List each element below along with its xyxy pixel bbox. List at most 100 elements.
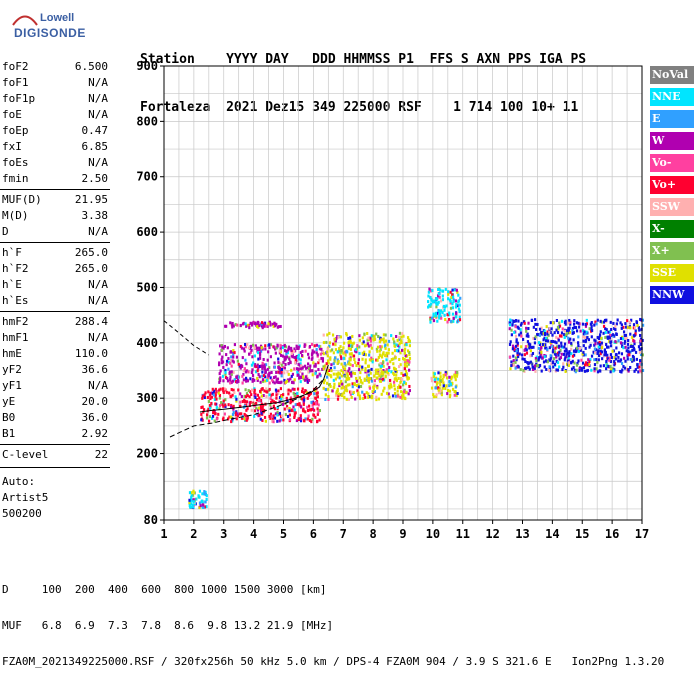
ionogram-echo	[525, 348, 528, 352]
ionogram-echo	[532, 345, 535, 349]
ionogram-echo	[577, 335, 580, 339]
ionogram-echo	[361, 381, 364, 385]
param-value: N/A	[88, 331, 108, 344]
ionogram-echo	[246, 378, 249, 382]
ionogram-echo	[276, 405, 279, 409]
ionogram-echo	[637, 370, 640, 374]
ionogram-echo	[288, 418, 292, 422]
ionogram-echo	[282, 418, 285, 422]
ionogram-echo	[581, 352, 584, 356]
ionogram-echo	[639, 361, 642, 365]
ionogram-echo	[624, 322, 627, 326]
x-tick-label: 6	[310, 527, 317, 541]
ionogram-echo	[590, 368, 593, 372]
ionogram-echo	[230, 388, 233, 392]
ionogram-echo	[596, 360, 599, 364]
ionogram-echo	[314, 415, 317, 419]
ionogram-echo	[280, 374, 283, 378]
ionogram-echo	[400, 396, 404, 400]
y-tick-label: 200	[136, 447, 158, 461]
ionogram-echo	[233, 351, 236, 355]
ionogram-echo	[532, 365, 536, 369]
ionogram-echo	[314, 364, 317, 368]
legend-item-nnw: NNW	[650, 286, 694, 304]
ionogram-echo	[344, 350, 347, 354]
ionogram-echo	[609, 370, 612, 374]
ionogram-echo	[371, 358, 374, 362]
ionogram-echo	[343, 361, 346, 365]
ionogram-echo	[215, 397, 218, 401]
ionogram-echo	[520, 321, 523, 325]
ionogram-echo	[527, 361, 531, 365]
ionogram-echo	[549, 356, 552, 360]
ionogram-echo	[333, 358, 336, 362]
ionogram-echo	[558, 324, 562, 328]
ionogram-echo	[594, 320, 597, 324]
ionogram-echo	[407, 392, 410, 396]
ionogram-echo	[510, 333, 513, 337]
ionogram-echo	[340, 386, 343, 390]
ionogram-echo	[377, 334, 380, 338]
ionogram-echo	[368, 353, 371, 357]
ionogram-echo	[546, 360, 549, 364]
ionogram-echo	[404, 354, 407, 358]
ionogram-echo	[301, 372, 304, 376]
ionogram-echo	[257, 325, 260, 329]
param-value: 2.50	[81, 172, 109, 185]
ionogram-echo	[224, 368, 227, 372]
ionogram-echo	[432, 312, 435, 316]
ionogram-echo	[351, 382, 354, 386]
ionogram-echo	[624, 333, 628, 337]
ionogram-echo	[599, 352, 602, 356]
ionogram-echo	[248, 352, 251, 356]
ionogram-echo	[320, 347, 323, 351]
ionogram-echo	[590, 354, 594, 358]
ionogram-echo	[558, 365, 561, 369]
ionogram-echo	[339, 345, 342, 349]
ionogram-echo	[519, 328, 522, 332]
ionogram-echo	[303, 343, 306, 347]
ionogram-echo	[350, 390, 353, 394]
ionogram-echo	[235, 355, 239, 359]
ionogram-echo	[257, 406, 260, 410]
ionogram-echo	[279, 387, 282, 391]
ionogram-echo	[327, 398, 330, 402]
ionogram-echo	[557, 338, 560, 342]
ionogram-echo	[444, 318, 447, 322]
ionogram-echo	[292, 380, 295, 384]
ionogram-echo	[609, 359, 613, 363]
ionogram-echo	[451, 288, 454, 292]
ionogram-echo	[222, 399, 225, 403]
ionogram-echo	[565, 349, 568, 353]
ionogram-echo	[641, 368, 645, 372]
ionogram-echo	[534, 369, 537, 373]
ionogram-echo	[530, 353, 533, 357]
ionogram-echo	[433, 299, 436, 303]
ionogram-echo	[211, 416, 214, 420]
ionogram-echo	[568, 326, 571, 330]
ionogram-echo	[296, 346, 299, 350]
ionogram-echo	[308, 404, 311, 408]
ionogram-echo	[296, 373, 299, 377]
ionogram-echo	[243, 398, 246, 402]
ionogram-echo	[547, 339, 550, 343]
ionogram-echo	[548, 365, 551, 369]
ionogram-echo	[575, 321, 579, 325]
param-value: N/A	[88, 294, 108, 307]
param-separator	[0, 444, 110, 445]
ionogram-echo	[586, 363, 589, 367]
ionogram-echo	[563, 349, 567, 353]
ionogram-echo	[310, 407, 313, 411]
param-label: foEp	[2, 124, 29, 137]
ionogram-echo	[439, 371, 442, 375]
ionogram-echo	[451, 302, 454, 306]
ionogram-echo	[570, 367, 574, 371]
ionogram-echo	[390, 334, 393, 338]
ionogram-echo	[616, 318, 619, 322]
ionogram-echo	[370, 379, 373, 383]
ionogram-echo	[365, 373, 369, 377]
ionogram-echo	[582, 353, 585, 357]
ionogram-echo	[623, 366, 627, 370]
ionogram-echo	[274, 388, 278, 392]
ionogram-echo	[629, 344, 632, 348]
